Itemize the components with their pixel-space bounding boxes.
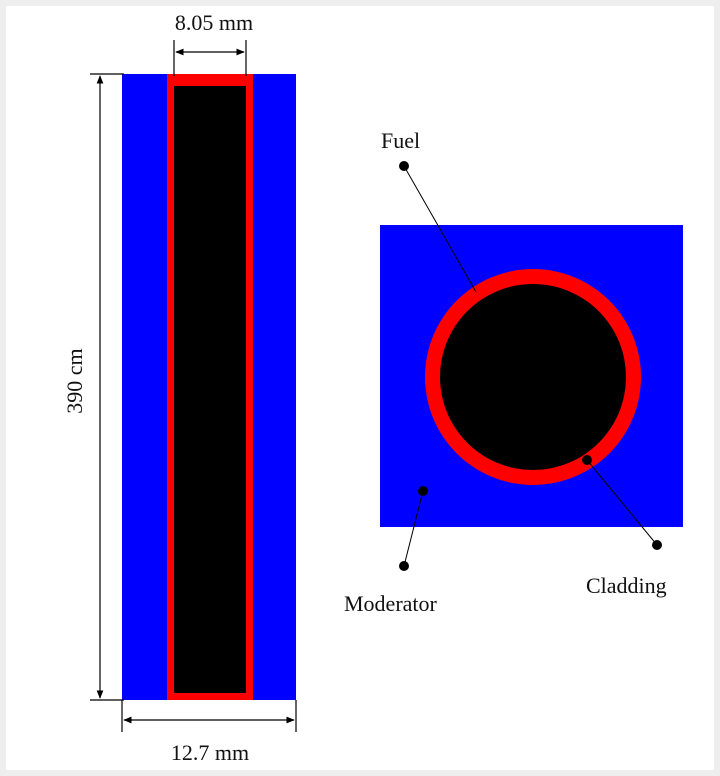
rod-height-label: 390 cm: [62, 348, 87, 413]
moderator-leader: Moderator: [344, 486, 438, 616]
cladding-leader: Cladding: [582, 455, 667, 598]
moderator-leader-dot-inner: [418, 486, 428, 496]
cell-width-label: 12.7 mm: [171, 740, 249, 765]
cladding-leader-dot-outer: [652, 540, 662, 550]
cladding-leader-dot-inner: [582, 455, 592, 465]
cross-section-view: [380, 225, 683, 527]
side-fuel: [174, 86, 246, 693]
rod-height-dimension: 390 cm: [62, 73, 124, 701]
fuel-label: Fuel: [381, 128, 420, 153]
fuel-width-label: 8.05 mm: [175, 10, 253, 35]
fuel-leader-dot: [399, 161, 409, 171]
moderator-leader-dot-outer: [399, 561, 409, 571]
fuel-width-dimension: 8.05 mm: [173, 10, 253, 76]
moderator-label: Moderator: [344, 591, 438, 616]
cladding-label: Cladding: [586, 573, 667, 598]
section-fuel: [440, 284, 626, 470]
side-view: [122, 74, 296, 700]
cell-width-dimension: 12.7 mm: [121, 700, 297, 765]
fuel-leader: Fuel: [381, 128, 477, 293]
